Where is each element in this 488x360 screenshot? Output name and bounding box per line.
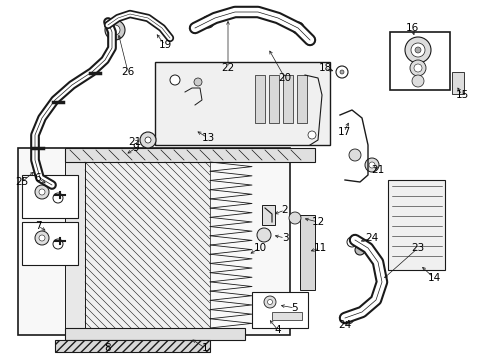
Text: 11: 11 (313, 243, 326, 253)
Circle shape (288, 212, 301, 224)
Bar (268, 75, 279, 123)
Text: 2: 2 (281, 205, 288, 215)
Circle shape (404, 37, 430, 63)
Bar (55, 340, 209, 352)
Circle shape (53, 193, 63, 203)
Bar (254, 75, 264, 123)
Bar (18, 148, 289, 335)
Circle shape (411, 75, 423, 87)
Circle shape (295, 26, 300, 31)
Circle shape (410, 43, 424, 57)
Text: 5: 5 (291, 303, 298, 313)
Bar (85, 162, 209, 328)
Text: 7: 7 (35, 221, 41, 231)
Circle shape (291, 22, 304, 34)
Circle shape (205, 19, 210, 24)
Circle shape (335, 66, 347, 78)
Bar (65, 148, 314, 162)
Text: 22: 22 (221, 63, 234, 73)
Circle shape (140, 132, 156, 148)
Text: 16: 16 (405, 23, 418, 33)
Circle shape (110, 25, 120, 35)
Text: 20: 20 (278, 73, 291, 83)
Text: 25: 25 (15, 177, 29, 187)
Circle shape (414, 47, 420, 53)
Bar (65, 328, 244, 340)
Circle shape (368, 162, 374, 168)
Circle shape (145, 137, 151, 143)
Text: 21: 21 (370, 165, 384, 175)
Text: 19: 19 (158, 40, 171, 50)
Circle shape (35, 231, 49, 245)
Bar (262, 205, 274, 225)
Circle shape (348, 149, 360, 161)
Circle shape (53, 239, 63, 249)
Bar (271, 312, 302, 320)
Circle shape (409, 60, 425, 76)
Bar (387, 180, 444, 270)
Circle shape (257, 228, 270, 242)
Circle shape (170, 75, 180, 85)
Circle shape (39, 189, 45, 195)
Text: 15: 15 (454, 90, 468, 100)
Bar (283, 75, 292, 123)
Bar (22, 175, 78, 218)
Text: 14: 14 (427, 273, 440, 283)
Bar (296, 75, 306, 123)
Text: 24: 24 (338, 320, 351, 330)
Text: 17: 17 (337, 127, 350, 137)
Bar (251, 292, 307, 328)
Text: 13: 13 (201, 133, 214, 143)
Bar (451, 72, 463, 94)
Text: 23: 23 (410, 243, 424, 253)
Circle shape (341, 312, 353, 324)
Circle shape (194, 78, 202, 86)
Text: 18: 18 (318, 63, 331, 73)
Text: 24: 24 (365, 233, 378, 243)
Circle shape (339, 70, 343, 74)
Circle shape (202, 16, 214, 28)
Circle shape (35, 185, 49, 199)
Bar (299, 215, 314, 290)
Text: 8: 8 (104, 343, 111, 353)
Circle shape (105, 20, 125, 40)
Circle shape (346, 237, 356, 247)
Circle shape (264, 296, 275, 308)
Text: 9: 9 (132, 143, 139, 153)
Circle shape (364, 158, 378, 172)
Circle shape (354, 245, 364, 255)
Circle shape (413, 64, 421, 72)
Text: 6: 6 (35, 173, 41, 183)
Bar (22, 222, 78, 265)
Bar (65, 162, 85, 328)
Text: 3: 3 (281, 233, 288, 243)
Text: 4: 4 (274, 325, 281, 335)
Text: 1: 1 (201, 343, 208, 353)
Text: 12: 12 (311, 217, 324, 227)
Bar (389, 32, 449, 90)
Text: 26: 26 (121, 67, 134, 77)
Text: 10: 10 (253, 243, 266, 253)
Circle shape (267, 300, 272, 305)
Bar (155, 62, 329, 145)
Circle shape (39, 235, 45, 241)
Text: 21: 21 (128, 137, 142, 147)
Circle shape (307, 131, 315, 139)
